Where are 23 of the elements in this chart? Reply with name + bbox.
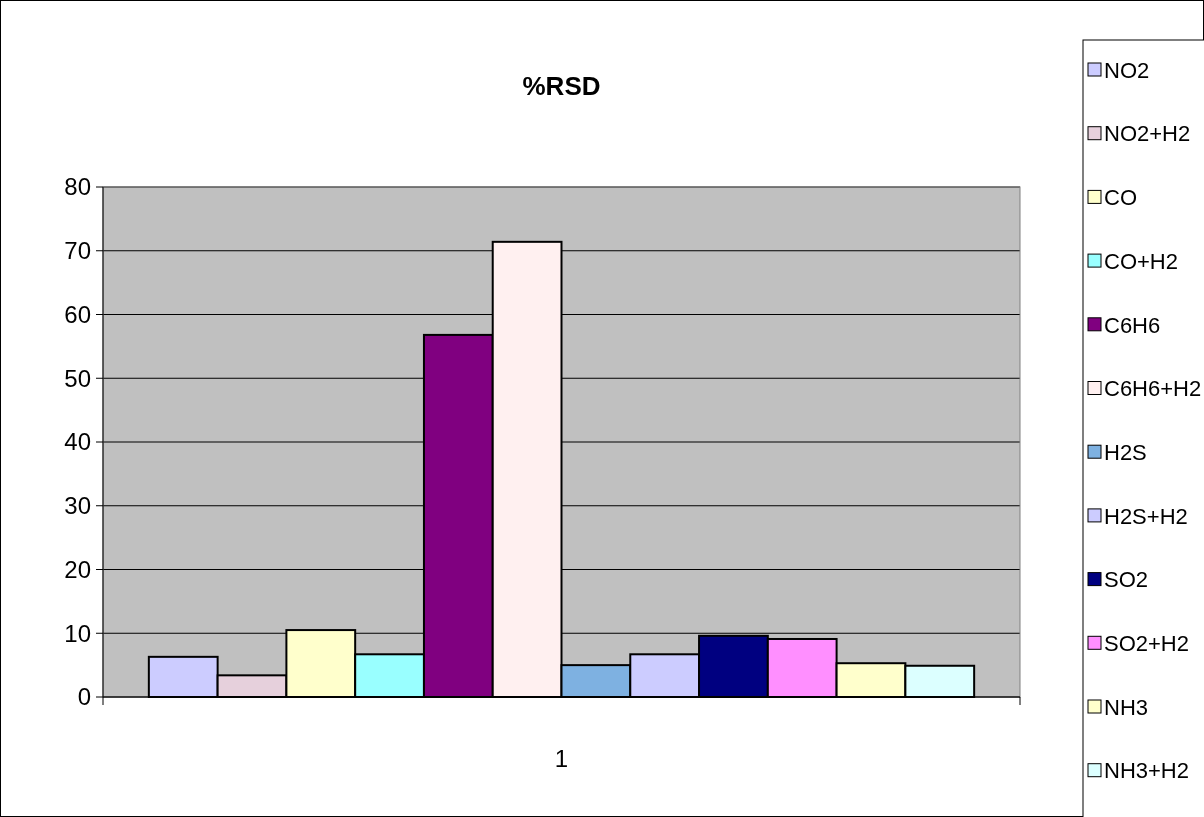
- chart-title: %RSD: [522, 71, 601, 101]
- y-tick-label: 20: [64, 555, 91, 583]
- legend-label: C6H6: [1104, 312, 1161, 338]
- y-tick-label: 70: [64, 237, 91, 265]
- legend-label: SO2+H2: [1104, 631, 1189, 656]
- legend-label: C6H6+H2: [1104, 376, 1202, 402]
- legend-label: NO2+H2: [1104, 121, 1191, 147]
- legend-label: NH3+H2: [1104, 758, 1189, 784]
- y-tick-label: 0: [77, 683, 91, 711]
- legend-label: CO: [1104, 185, 1137, 211]
- y-tick-label: 30: [64, 492, 91, 520]
- legend-label: H2S: [1104, 439, 1147, 465]
- y-tick-label: 10: [64, 619, 91, 647]
- y-tick-label: 40: [64, 428, 91, 456]
- legend-label: SO2: [1104, 567, 1149, 593]
- x-tick-label: 1: [554, 745, 569, 772]
- y-tick-label: 80: [64, 173, 91, 201]
- legend-label: H2S+H2: [1104, 503, 1188, 529]
- y-tick-label: 50: [64, 364, 91, 392]
- y-tick-label: 60: [64, 300, 91, 328]
- legend-label: CO+H2: [1104, 248, 1178, 274]
- legend-label: NH3: [1104, 694, 1149, 720]
- legend-label: NO2: [1104, 57, 1150, 83]
